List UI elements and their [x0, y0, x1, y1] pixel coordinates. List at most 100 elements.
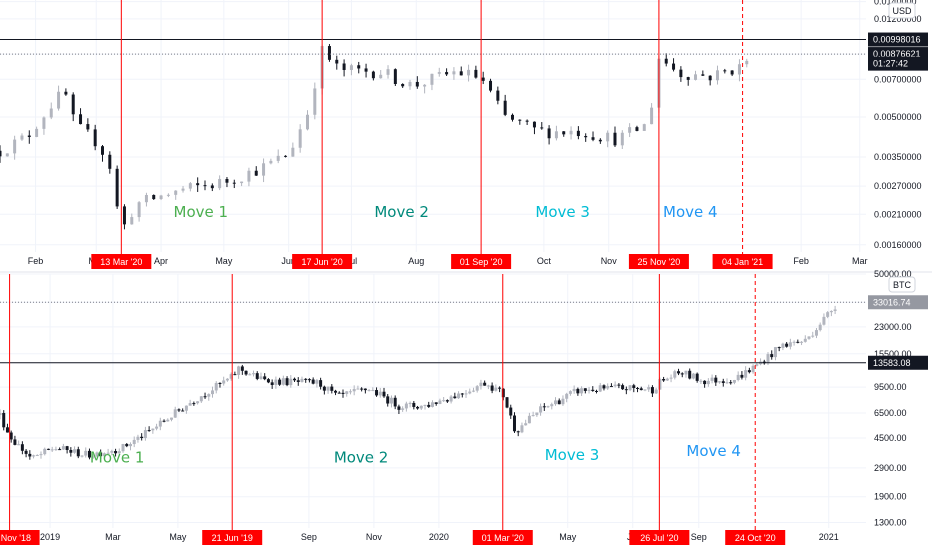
- move-label[interactable]: Move 2: [334, 448, 389, 466]
- x-tick-label: 2019: [40, 532, 60, 542]
- candle-body: [501, 388, 505, 398]
- move-label[interactable]: Move 1: [174, 203, 229, 221]
- candle-body: [471, 390, 475, 392]
- candle-body: [796, 341, 800, 343]
- candle-body: [673, 371, 677, 378]
- x-tick-label: May: [559, 532, 577, 542]
- move-label[interactable]: Move 2: [374, 203, 429, 221]
- price-badge-label: 0.00998016: [873, 35, 921, 45]
- candle-body: [833, 309, 837, 311]
- move-label[interactable]: Move 1: [90, 448, 145, 466]
- candle-body: [210, 185, 214, 189]
- candle-body: [300, 378, 304, 382]
- y-tick-label: 2900.00: [874, 463, 907, 473]
- candle-body: [99, 452, 103, 457]
- event-date-label: 25 Nov '20: [638, 257, 681, 267]
- candle-body: [665, 378, 669, 381]
- candle-body: [710, 377, 714, 381]
- event-date-badge[interactable]: [202, 530, 263, 545]
- candle-body: [140, 436, 144, 439]
- candle-body: [452, 71, 456, 75]
- x-tick-label: Aug: [408, 256, 424, 266]
- candle-body: [93, 129, 97, 147]
- event-date-label: 04 Jan '21: [722, 257, 763, 267]
- currency-badge[interactable]: [888, 276, 916, 293]
- candle-body: [745, 60, 749, 65]
- candle-body: [32, 455, 36, 457]
- candle-body: [188, 403, 192, 406]
- candle-body: [635, 127, 639, 131]
- candle-body: [259, 376, 263, 379]
- candle-body: [65, 446, 69, 450]
- candle-body: [305, 114, 309, 130]
- candle-body: [818, 324, 822, 331]
- candle-body: [393, 397, 397, 407]
- event-date-badge[interactable]: [451, 254, 512, 269]
- candle-body: [143, 430, 147, 439]
- candle-body: [494, 387, 498, 391]
- candle-body: [252, 373, 256, 375]
- candle-body: [800, 341, 804, 343]
- event-date-badge[interactable]: [628, 254, 689, 269]
- candle-body: [747, 370, 751, 373]
- candle-body: [50, 449, 54, 451]
- candle-body: [602, 385, 606, 389]
- candle-body: [132, 439, 136, 445]
- candle-body: [240, 366, 244, 371]
- candle-body: [269, 160, 273, 164]
- candle-body: [46, 448, 50, 450]
- candle-body: [293, 378, 297, 381]
- candle-body: [69, 449, 73, 453]
- candle-body: [125, 444, 129, 447]
- event-date-badge[interactable]: [91, 254, 152, 269]
- event-date-badge[interactable]: [0, 530, 40, 545]
- y-tick-label: 6500.00: [874, 408, 907, 418]
- candle-body: [744, 370, 748, 378]
- y-tick-label: 0.00500000: [874, 112, 922, 122]
- candle-body: [483, 382, 487, 386]
- candle-body: [285, 378, 289, 386]
- candle-body: [247, 170, 251, 182]
- move-label[interactable]: Move 4: [663, 203, 718, 221]
- event-date-badge[interactable]: [472, 530, 533, 545]
- candle-body: [363, 388, 367, 391]
- x-tick-label: May: [169, 532, 187, 542]
- candle-body: [408, 402, 412, 404]
- candle-body: [708, 75, 712, 81]
- candle-body: [334, 390, 338, 393]
- candle-body: [152, 195, 156, 200]
- candle-body: [609, 386, 613, 388]
- candle-body: [598, 139, 602, 142]
- y-tick-label: 15500.00: [874, 349, 912, 359]
- candle-body: [489, 80, 493, 91]
- candle-body: [721, 381, 725, 383]
- event-date-badge[interactable]: [629, 530, 690, 545]
- currency-badge[interactable]: [888, 2, 916, 19]
- event-date-badge[interactable]: [712, 254, 773, 269]
- candle-body: [535, 412, 539, 416]
- candle-body: [218, 178, 222, 189]
- candle-body: [516, 431, 520, 433]
- move-label[interactable]: Move 3: [535, 203, 590, 221]
- candle-body: [389, 397, 393, 404]
- event-date-badge[interactable]: [725, 530, 786, 545]
- candle-body: [715, 70, 719, 81]
- event-date-badge[interactable]: [292, 254, 353, 269]
- candle-body: [766, 354, 770, 364]
- candle-body: [467, 69, 471, 76]
- candle-body: [647, 387, 651, 390]
- candle-body: [386, 396, 390, 404]
- candle-body: [445, 400, 449, 402]
- candle-body: [274, 379, 278, 386]
- candle-body: [525, 120, 529, 122]
- candle-body: [416, 406, 420, 409]
- move-label[interactable]: Move 3: [545, 446, 600, 464]
- candle-body: [680, 373, 684, 375]
- candle-body: [822, 316, 826, 325]
- candle-body: [0, 412, 2, 416]
- move-label[interactable]: Move 4: [686, 442, 741, 460]
- candle-body: [520, 425, 524, 433]
- candle-body: [568, 391, 572, 394]
- candle-body: [415, 81, 419, 87]
- candle-body: [84, 450, 88, 456]
